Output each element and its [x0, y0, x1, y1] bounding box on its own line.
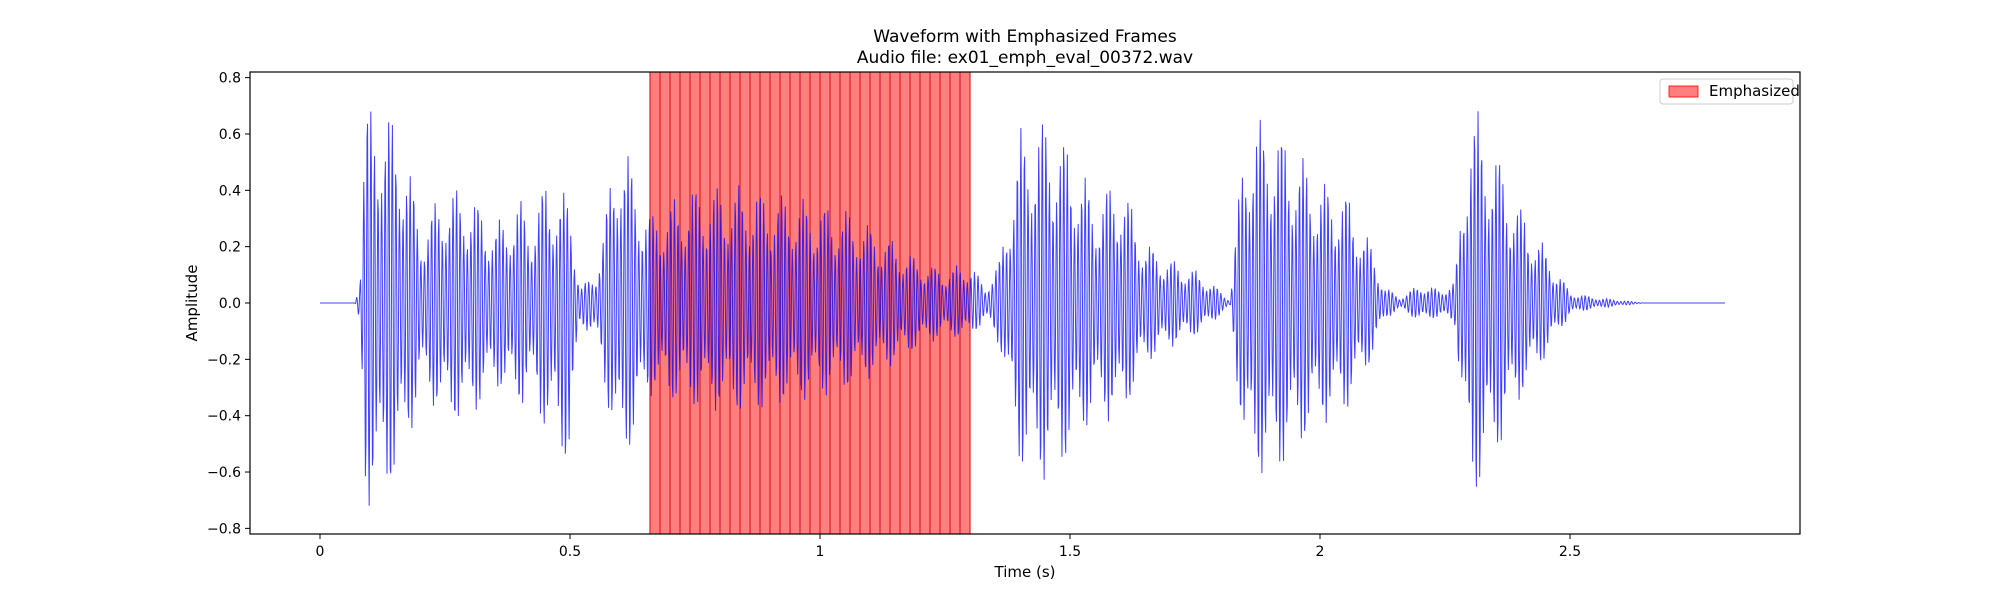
chart-subtitle: Audio file: ex01_emph_eval_00372.wav: [857, 48, 1193, 68]
y-tick-label: −0.4: [207, 409, 241, 425]
chart-title: Waveform with Emphasized Frames: [873, 27, 1177, 47]
waveform-line: [320, 111, 1725, 506]
plot-area: [320, 72, 1725, 534]
x-axis-ticks: 0 0.5 1 1.5 2 2.5: [316, 534, 1581, 560]
waveform-series: [320, 111, 1725, 506]
x-tick-label: 2: [1316, 544, 1325, 560]
legend-box: [1659, 78, 1794, 105]
y-tick-label: 0.8: [219, 71, 241, 87]
y-tick-label: 0.0: [219, 296, 241, 312]
y-tick-label: −0.8: [207, 521, 241, 537]
x-axis-label: Time (s): [994, 563, 1056, 581]
y-tick-label: 0.6: [219, 127, 241, 143]
x-tick-label: 0.5: [559, 544, 581, 560]
x-tick-label: 1: [816, 544, 825, 560]
y-tick-label: 0.2: [219, 240, 241, 256]
y-axis-label: Amplitude: [183, 265, 201, 342]
x-tick-label: 0: [316, 544, 325, 560]
y-axis-ticks: −0.8 −0.6 −0.4 −0.2 0.0 0.2 0.4 0.6 0.8: [207, 71, 250, 537]
legend-swatch: [1668, 85, 1699, 98]
y-tick-label: −0.2: [207, 352, 241, 368]
y-tick-label: 0.4: [219, 183, 241, 199]
legend: Emphasized: [1659, 78, 1800, 105]
x-tick-label: 2.5: [1559, 544, 1581, 560]
y-tick-label: −0.6: [207, 465, 241, 481]
legend-label-emphasized: Emphasized: [1709, 82, 1800, 100]
x-tick-label: 1.5: [1059, 544, 1081, 560]
